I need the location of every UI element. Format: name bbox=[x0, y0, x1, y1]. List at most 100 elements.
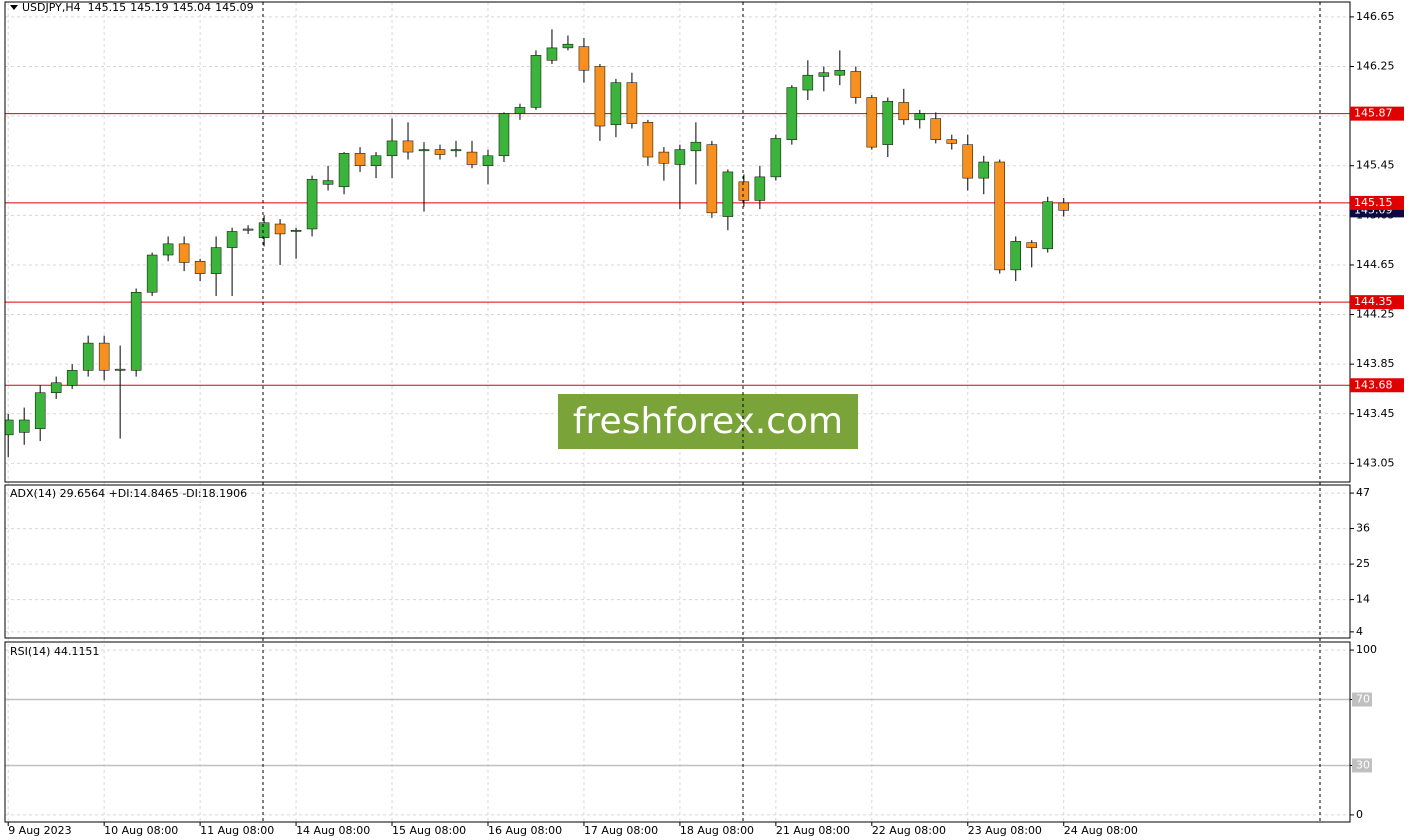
y-tick-label: 36 bbox=[1356, 522, 1370, 535]
candle-body bbox=[578, 46, 590, 71]
level-box bbox=[1350, 295, 1404, 310]
x-tick-label: 18 Aug 08:00 bbox=[680, 824, 754, 837]
candle-body bbox=[866, 97, 878, 148]
candle-body bbox=[242, 228, 254, 231]
x-tick-label: 24 Aug 08:00 bbox=[1064, 824, 1138, 837]
y-tick-label: 4 bbox=[1356, 625, 1363, 638]
header-close: 145.09 bbox=[215, 1, 254, 14]
x-tick-label: 11 Aug 08:00 bbox=[200, 824, 274, 837]
header-high: 145.19 bbox=[130, 1, 169, 14]
y-tick-label: 144.65 bbox=[1356, 258, 1395, 271]
candle-body bbox=[5, 419, 14, 436]
y-tick-label: 143.05 bbox=[1356, 456, 1395, 469]
x-tick-label: 9 Aug 2023 bbox=[8, 824, 71, 837]
candle-body bbox=[626, 82, 638, 124]
x-tick-label: 22 Aug 08:00 bbox=[872, 824, 946, 837]
candle-body bbox=[194, 260, 206, 274]
candle-body bbox=[274, 223, 286, 235]
y-tick-label: 143.45 bbox=[1356, 407, 1395, 420]
candle-body bbox=[146, 254, 158, 293]
level-label: 143.68 bbox=[1354, 378, 1393, 391]
level-box bbox=[1350, 106, 1404, 121]
level-label: 145.15 bbox=[1354, 196, 1393, 209]
candle-body bbox=[162, 243, 174, 256]
candle-body bbox=[434, 149, 446, 155]
x-tick-label: 14 Aug 08:00 bbox=[296, 824, 370, 837]
symbol-header: USDJPY,H4 145.15 145.19 145.04 145.09 bbox=[22, 1, 254, 14]
y-tick-label: 143.85 bbox=[1356, 357, 1395, 370]
rsi-panel bbox=[4, 641, 1351, 823]
candle-body bbox=[754, 176, 766, 201]
candle-body bbox=[674, 149, 686, 165]
panel-line bbox=[5, 698, 1350, 767]
candle-body bbox=[338, 153, 350, 188]
menu-triangle[interactable] bbox=[10, 5, 18, 10]
candle-body bbox=[818, 72, 830, 77]
level-box bbox=[1350, 195, 1404, 210]
candle-body bbox=[402, 140, 414, 153]
y-tick-label: 14 bbox=[1356, 593, 1370, 606]
candle-body bbox=[66, 370, 78, 386]
candle-body bbox=[770, 138, 782, 178]
candle-body bbox=[450, 149, 462, 152]
x-tick-label: 23 Aug 08:00 bbox=[968, 824, 1042, 837]
candle-body bbox=[882, 100, 894, 145]
candle-body bbox=[98, 342, 110, 371]
candle-body bbox=[290, 229, 302, 232]
candle-body bbox=[930, 118, 942, 140]
x-tick-label: 21 Aug 08:00 bbox=[776, 824, 850, 837]
x-tick-label: 17 Aug 08:00 bbox=[584, 824, 658, 837]
candle-body bbox=[18, 419, 30, 433]
level-box bbox=[1350, 378, 1404, 393]
y-tick-label: 70 bbox=[1356, 693, 1370, 706]
candle-body bbox=[258, 222, 270, 238]
candle-body bbox=[210, 247, 222, 274]
level-tick-box bbox=[1352, 692, 1372, 707]
candle-body bbox=[306, 179, 318, 230]
candle-body bbox=[354, 153, 366, 166]
y-tick-label: 30 bbox=[1356, 758, 1370, 771]
candle-body bbox=[658, 151, 670, 164]
candle-body bbox=[690, 141, 702, 152]
candle-body bbox=[722, 171, 734, 217]
adx-panel bbox=[4, 484, 1351, 639]
x-tick-label: 10 Aug 08:00 bbox=[104, 824, 178, 837]
candle-body bbox=[1058, 202, 1069, 211]
adx-title: ADX(14) 29.6564 +DI:14.8465 -DI:18.1906 bbox=[10, 487, 247, 500]
x-tick-label: 16 Aug 08:00 bbox=[488, 824, 562, 837]
watermark: freshforex.com bbox=[558, 394, 858, 449]
candle-body bbox=[178, 243, 190, 263]
y-tick-label: 25 bbox=[1356, 557, 1370, 570]
candle-body bbox=[34, 392, 46, 429]
y-tick-label: 0 bbox=[1356, 808, 1363, 821]
candle-body bbox=[914, 113, 926, 121]
candle-body bbox=[1010, 241, 1021, 271]
candle-body bbox=[386, 140, 398, 157]
candle-body bbox=[594, 66, 606, 127]
y-tick-label: 47 bbox=[1356, 486, 1370, 499]
candle-body bbox=[546, 47, 558, 61]
candle-body bbox=[50, 382, 62, 393]
y-tick-label: 146.25 bbox=[1356, 59, 1395, 72]
candle-body bbox=[498, 113, 510, 157]
candle-body bbox=[514, 107, 526, 114]
candle-body bbox=[850, 71, 862, 98]
candle-body bbox=[466, 151, 478, 165]
candle-body bbox=[418, 149, 430, 152]
candle-body bbox=[786, 87, 798, 140]
symbol: USDJPY,H4 bbox=[22, 1, 81, 14]
candle-body bbox=[978, 161, 990, 179]
y-tick-label: 145.45 bbox=[1356, 159, 1395, 172]
candle-body bbox=[738, 181, 750, 201]
x-tick-label: 15 Aug 08:00 bbox=[392, 824, 466, 837]
header-low: 145.04 bbox=[173, 1, 212, 14]
header-open: 145.15 bbox=[88, 1, 127, 14]
candle-body bbox=[834, 69, 846, 76]
candle-body bbox=[226, 231, 238, 248]
candle-body bbox=[562, 43, 574, 49]
level-label: 145.87 bbox=[1354, 107, 1393, 120]
level-tick-box bbox=[1352, 758, 1372, 773]
candle-body bbox=[370, 155, 382, 166]
